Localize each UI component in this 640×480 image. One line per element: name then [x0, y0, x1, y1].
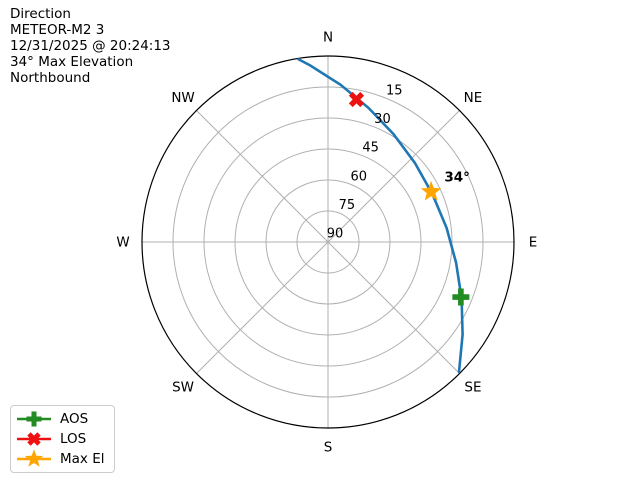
max-elevation-annotation: 34°: [444, 169, 470, 185]
max-elevation-text: 34° Max Elevation: [10, 54, 134, 70]
los-legend-marker: [17, 432, 51, 446]
elevation-ring: [296, 210, 360, 274]
legend-item-aos: AOS: [14, 409, 104, 429]
elevation-ring: [265, 179, 391, 305]
legend: AOS LOS Max El: [10, 405, 116, 473]
legend-item-los: LOS: [14, 429, 104, 449]
elevation-tick-label: 60: [350, 169, 367, 184]
elevation-ring: [172, 86, 484, 398]
max-el-legend-marker: [17, 449, 51, 467]
satellite-name: METEOR-M2 3: [10, 22, 105, 38]
compass-label-s: S: [324, 440, 333, 456]
elevation-tick-label: 30: [374, 112, 391, 127]
elevation-tick-label: 90: [327, 227, 344, 242]
legend-label-los: LOS: [60, 431, 87, 447]
max-el-marker: [420, 180, 442, 201]
compass-label-se: SE: [464, 380, 481, 396]
pass-info: Direction METEOR-M2 3 12/31/2025 @ 20:24…: [10, 6, 171, 86]
legend-label-aos: AOS: [60, 411, 89, 427]
elevation-tick-label: 15: [386, 83, 403, 98]
compass-label-e: E: [529, 235, 538, 251]
compass-label-nw: NW: [171, 90, 194, 106]
aos-marker: [452, 288, 470, 306]
chart-title: Direction: [10, 6, 71, 22]
satellite-track: [297, 58, 464, 374]
legend-plus-glyph: [26, 411, 42, 427]
compass-label-sw: SW: [172, 380, 194, 396]
pass-datetime: 12/31/2025 @ 20:24:13: [10, 38, 171, 54]
horizon-circle: [141, 55, 515, 429]
los-marker: [348, 91, 365, 108]
legend-item-max-el: Max El: [14, 449, 104, 469]
legend-label-max-el: Max El: [60, 451, 105, 467]
legend-x-glyph: [27, 432, 41, 446]
elevation-ring: [234, 148, 422, 336]
elevation-ring: [203, 117, 453, 367]
elevation-tick-label: 75: [339, 198, 356, 213]
compass-label-w: W: [116, 235, 129, 251]
legend-star-glyph: [24, 449, 44, 467]
elevation-tick-label: 45: [362, 141, 379, 156]
aos-legend-marker: [17, 411, 51, 427]
pass-direction: Northbound: [10, 70, 91, 86]
compass-label-n: N: [323, 30, 333, 46]
compass-label-ne: NE: [464, 90, 483, 106]
